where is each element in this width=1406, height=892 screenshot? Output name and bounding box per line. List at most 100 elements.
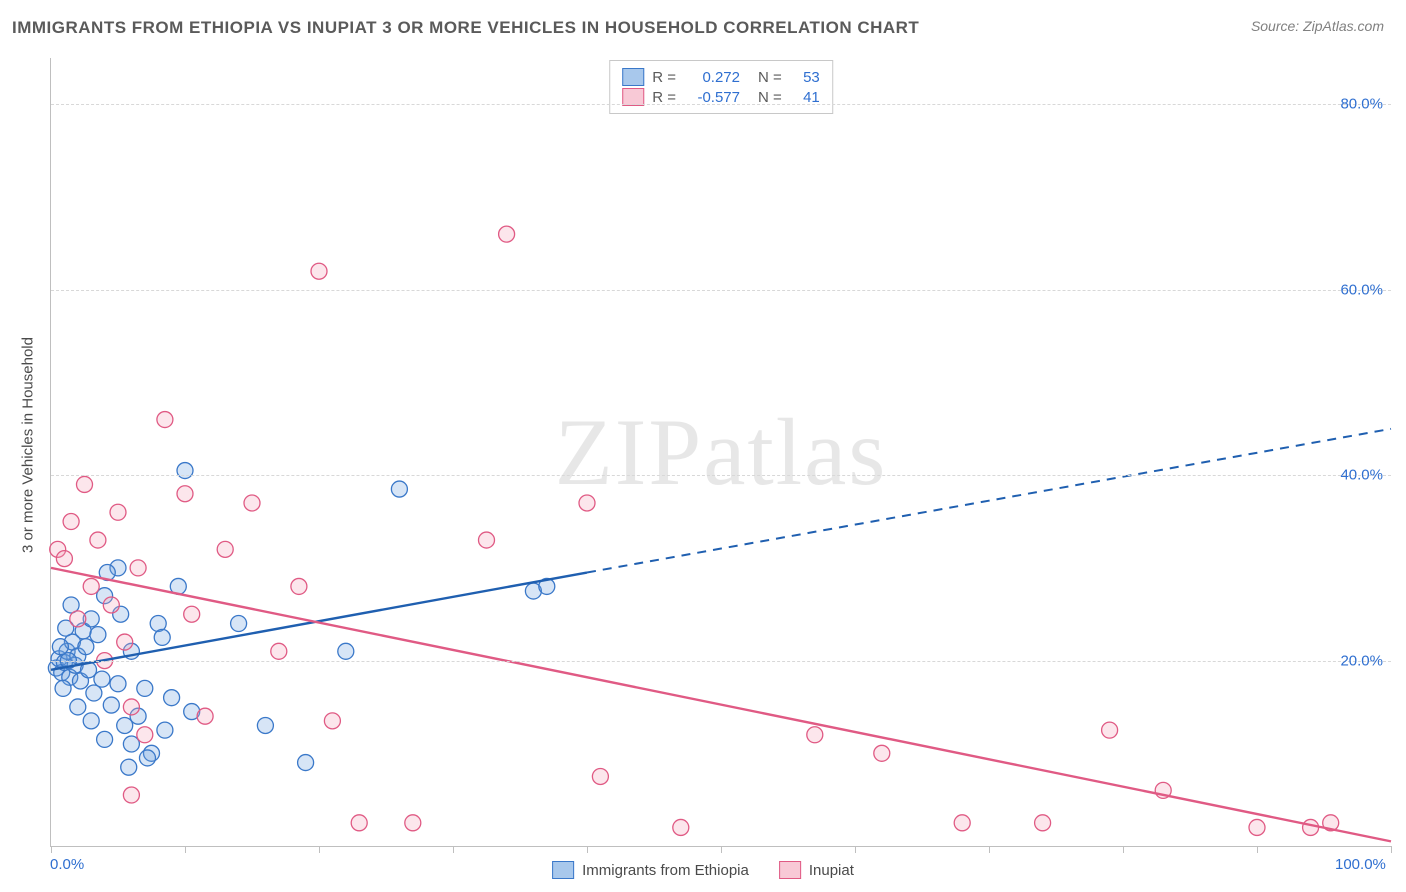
y-tick-label: 60.0%	[1340, 281, 1383, 298]
gridline	[51, 661, 1391, 662]
data-point	[123, 699, 139, 715]
data-point	[63, 514, 79, 530]
data-point	[103, 597, 119, 613]
data-point	[83, 578, 99, 594]
data-point	[52, 639, 68, 655]
data-point	[184, 606, 200, 622]
data-point	[291, 578, 307, 594]
data-point	[70, 611, 86, 627]
plot-area: ZIPatlas R =0.272N =53R =-0.577N =41 20.…	[50, 58, 1391, 847]
trend-line	[51, 573, 587, 670]
x-tick	[51, 846, 52, 853]
legend-n-label: N =	[758, 69, 782, 86]
data-point	[673, 819, 689, 835]
data-point	[110, 676, 126, 692]
data-point	[70, 699, 86, 715]
data-point	[78, 639, 94, 655]
legend-series-label: Immigrants from Ethiopia	[582, 862, 749, 879]
y-axis-label: 3 or more Vehicles in Household	[20, 337, 37, 553]
data-point	[579, 495, 595, 511]
legend-r-label: R =	[652, 89, 676, 106]
data-point	[177, 486, 193, 502]
legend-n-value: 53	[790, 69, 820, 86]
data-point	[110, 504, 126, 520]
data-point	[56, 551, 72, 567]
gridline	[51, 475, 1391, 476]
data-point	[121, 759, 137, 775]
data-point	[197, 708, 213, 724]
data-point	[123, 787, 139, 803]
data-point	[405, 815, 421, 831]
legend-correlation-row: R = 0.272 N = 53	[622, 68, 820, 86]
legend-n-value: 41	[790, 89, 820, 106]
x-tick	[1391, 846, 1392, 853]
legend-n-label: N =	[758, 89, 782, 106]
data-point	[97, 731, 113, 747]
data-point	[157, 412, 173, 428]
data-point	[117, 634, 133, 650]
x-tick	[319, 846, 320, 853]
x-tick	[1123, 846, 1124, 853]
data-point	[479, 532, 495, 548]
data-point	[90, 532, 106, 548]
data-point	[157, 722, 173, 738]
data-point	[311, 263, 327, 279]
x-tick	[1257, 846, 1258, 853]
data-point	[351, 815, 367, 831]
data-point	[298, 755, 314, 771]
legend-series-label: Inupiat	[809, 862, 854, 879]
legend-swatch	[622, 88, 644, 106]
legend-r-value: -0.577	[684, 89, 740, 106]
data-point	[499, 226, 515, 242]
data-point	[391, 481, 407, 497]
data-point	[86, 685, 102, 701]
gridline	[51, 104, 1391, 105]
legend-swatch	[622, 68, 644, 86]
legend-series: Immigrants from Ethiopia Inupiat	[552, 854, 854, 886]
x-tick	[855, 846, 856, 853]
data-point	[338, 643, 354, 659]
legend-correlation-row: R = -0.577 N = 41	[622, 88, 820, 106]
data-point	[55, 680, 71, 696]
data-point	[90, 627, 106, 643]
source-attribution: Source: ZipAtlas.com	[1251, 18, 1384, 34]
data-point	[1249, 819, 1265, 835]
data-point	[83, 713, 99, 729]
legend-series-item: Immigrants from Ethiopia	[552, 861, 749, 879]
data-point	[77, 476, 93, 492]
data-point	[257, 717, 273, 733]
x-tick-label: 100.0%	[1335, 856, 1386, 873]
data-point	[130, 560, 146, 576]
data-point	[1102, 722, 1118, 738]
data-point	[1303, 819, 1319, 835]
y-tick-label: 20.0%	[1340, 652, 1383, 669]
y-tick-label: 80.0%	[1340, 96, 1383, 113]
legend-swatch	[552, 861, 574, 879]
data-point	[139, 750, 155, 766]
data-point	[137, 727, 153, 743]
data-point	[271, 643, 287, 659]
x-tick	[185, 846, 186, 853]
data-point	[1035, 815, 1051, 831]
chart-title: IMMIGRANTS FROM ETHIOPIA VS INUPIAT 3 OR…	[12, 18, 919, 38]
data-point	[217, 541, 233, 557]
data-point	[137, 680, 153, 696]
trend-line-extrapolated	[587, 429, 1391, 573]
x-tick	[587, 846, 588, 853]
data-point	[592, 768, 608, 784]
legend-correlation: R = 0.272 N = 53 R = -0.577 N = 41	[609, 60, 833, 114]
y-tick-label: 40.0%	[1340, 467, 1383, 484]
x-tick	[721, 846, 722, 853]
gridline	[51, 290, 1391, 291]
legend-r-value: 0.272	[684, 69, 740, 86]
data-point	[244, 495, 260, 511]
data-point	[874, 745, 890, 761]
legend-swatch	[779, 861, 801, 879]
data-point	[94, 671, 110, 687]
chart-svg	[51, 58, 1391, 846]
legend-series-item: Inupiat	[779, 861, 854, 879]
data-point	[231, 616, 247, 632]
legend-r-label: R =	[652, 69, 676, 86]
data-point	[324, 713, 340, 729]
data-point	[154, 629, 170, 645]
